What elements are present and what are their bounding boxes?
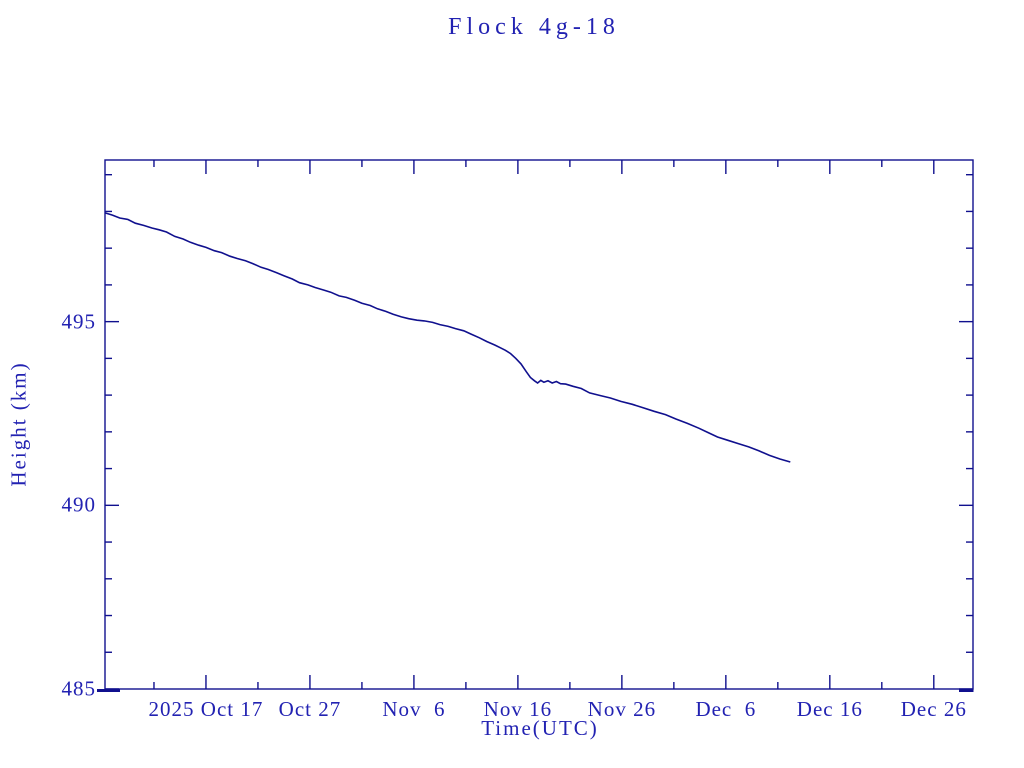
y-tick-label: 490 [61, 492, 96, 517]
x-tick-label: Oct 27 [278, 697, 342, 721]
x-axis-label: Time(UTC) [481, 716, 599, 740]
y-tick-label: 485 [61, 676, 96, 701]
x-tick-label: Nov 6 [382, 697, 446, 721]
x-tick-label: Nov 16 [483, 697, 553, 721]
x-tick-label: Dec 6 [695, 697, 757, 721]
height-series-line [104, 212, 791, 463]
chart-title: Flock 4g-18 [448, 14, 620, 40]
x-tick-label: Dec 26 [900, 697, 967, 721]
x-tick-label: Dec 16 [796, 697, 863, 721]
y-tick-label: 495 [61, 309, 96, 334]
x-tick-label: 2025 Oct 17 [148, 697, 264, 721]
plot-frame [104, 159, 974, 690]
x-tick-label: Nov 26 [587, 697, 657, 721]
